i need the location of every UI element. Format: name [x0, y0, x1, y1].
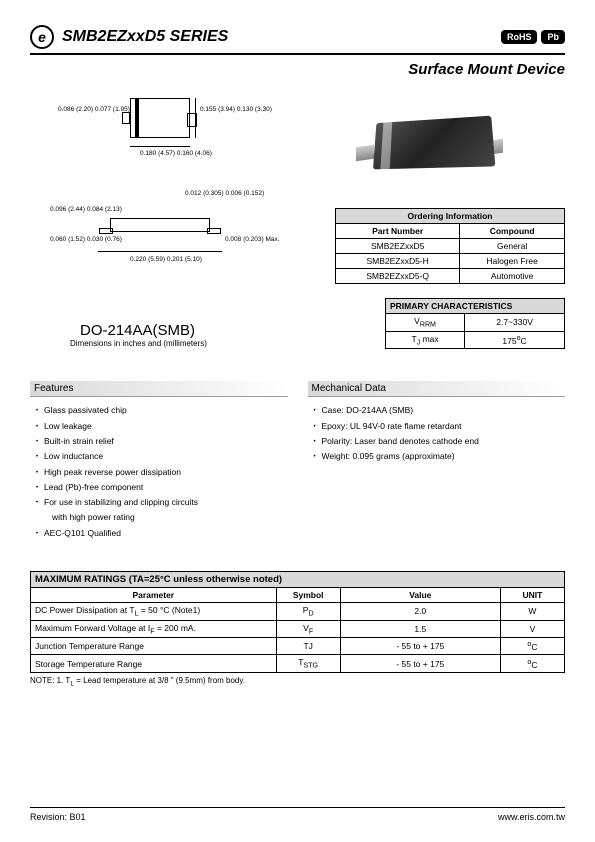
features-list: Glass passivated chip Low leakage Built-…: [30, 403, 288, 541]
table-cell: VF: [276, 620, 340, 638]
table-cell: W: [500, 603, 564, 621]
table-cell: Storage Temperature Range: [31, 655, 277, 673]
table-cell: 2.0: [340, 603, 500, 621]
revision-text: Revision: B01: [30, 812, 86, 822]
table-cell: V: [500, 620, 564, 638]
list-item: For use in stabilizing and clipping circ…: [36, 495, 288, 510]
dim-c: 0.180 (4.57) 0.160 (4.06): [140, 150, 212, 157]
table-cell: TSTG: [276, 655, 340, 673]
dim-g: 0.008 (0.203) Max.: [225, 236, 280, 243]
dim-f: 0.060 (1.52) 0.030 (0.76): [50, 236, 122, 243]
table-cell: General: [460, 239, 565, 254]
list-item: with high power rating: [36, 510, 288, 525]
table-row: Junction Temperature Range TJ - 55 to + …: [31, 638, 565, 655]
list-item: AEC-Q101 Qualified: [36, 526, 288, 541]
list-item: Epoxy: UL 94V-0 rate flame retardant: [314, 419, 566, 434]
ordering-table: Ordering Information Part Number Compoun…: [335, 208, 565, 284]
pb-badge: Pb: [541, 30, 565, 44]
dim-b: 0.155 (3.94) 0.130 (3.30): [200, 106, 272, 113]
page-title: SMB2EZxxD5 SERIES: [62, 28, 501, 46]
list-item: Glass passivated chip: [36, 403, 288, 418]
primary-r2-val: 175oC: [465, 331, 565, 349]
max-ratings-section: MAXIMUM RATINGS (TA=25°C unless otherwis…: [30, 571, 565, 687]
col-value: Value: [340, 588, 500, 603]
footer-url: www.eris.com.tw: [498, 812, 565, 822]
mechanical-header: Mechanical Data: [308, 381, 566, 397]
table-row: Maximum Forward Voltage at IF = 200 mA. …: [31, 620, 565, 638]
table-cell: oC: [500, 655, 564, 673]
subtitle: Surface Mount Device: [30, 61, 565, 78]
list-item: Weight: 0.095 grams (approximate): [314, 449, 566, 464]
max-ratings-note: NOTE: 1. TL = Lead temperature at 3/8 " …: [30, 676, 565, 688]
table-cell: SMB2EZxxD5-Q: [336, 269, 460, 284]
list-item: Polarity: Laser band denotes cathode end: [314, 434, 566, 449]
dimension-note: Dimensions in inches and (millimeters): [70, 339, 298, 348]
device-3d-render: [351, 98, 511, 188]
page-footer: Revision: B01 www.eris.com.tw: [30, 807, 565, 822]
dim-h: 0.220 (5.59) 0.201 (5.10): [130, 256, 202, 263]
table-cell: - 55 to + 175: [340, 638, 500, 655]
table-cell: TJ: [276, 638, 340, 655]
list-item: High peak reverse power dissipation: [36, 465, 288, 480]
list-item: Case: DO-214AA (SMB): [314, 403, 566, 418]
table-cell: - 55 to + 175: [340, 655, 500, 673]
table-cell: oC: [500, 638, 564, 655]
dim-e: 0.096 (2.44) 0.084 (2.13): [50, 206, 122, 213]
dim-a: 0.086 (2.20) 0.077 (1.95): [58, 106, 130, 113]
ordering-col-1: Compound: [460, 224, 565, 239]
primary-characteristics-table: PRIMARY CHARACTERISTICS VRRM 2.7~330V TJ…: [385, 298, 565, 349]
list-item: Built-in strain relief: [36, 434, 288, 449]
col-symbol: Symbol: [276, 588, 340, 603]
table-cell: Automotive: [460, 269, 565, 284]
table-cell: SMB2EZxxD5-H: [336, 254, 460, 269]
primary-r2-label: TJ max: [386, 331, 465, 349]
list-item: Lead (Pb)-free component: [36, 480, 288, 495]
max-ratings-header: MAXIMUM RATINGS (TA=25°C unless otherwis…: [30, 571, 565, 587]
table-cell: 1.5: [340, 620, 500, 638]
list-item: Low leakage: [36, 419, 288, 434]
compliance-badges: RoHS Pb: [501, 30, 565, 44]
list-item: Low inductance: [36, 449, 288, 464]
table-cell: DC Power Dissipation at TL = 50 °C (Note…: [31, 603, 277, 621]
primary-header: PRIMARY CHARACTERISTICS: [386, 299, 565, 314]
primary-r1-label: VRRM: [386, 314, 465, 332]
table-row: DC Power Dissipation at TL = 50 °C (Note…: [31, 603, 565, 621]
ordering-header: Ordering Information: [336, 209, 565, 224]
table-cell: Maximum Forward Voltage at IF = 200 mA.: [31, 620, 277, 638]
max-ratings-table: Parameter Symbol Value UNIT DC Power Dis…: [30, 587, 565, 673]
col-unit: UNIT: [500, 588, 564, 603]
table-cell: Junction Temperature Range: [31, 638, 277, 655]
mechanical-list: Case: DO-214AA (SMB) Epoxy: UL 94V-0 rat…: [308, 403, 566, 464]
brand-logo: e: [30, 25, 54, 49]
table-cell: Halogen Free: [460, 254, 565, 269]
table-cell: PD: [276, 603, 340, 621]
col-parameter: Parameter: [31, 588, 277, 603]
dim-d: 0.012 (0.305) 0.006 (0.152): [185, 190, 264, 197]
table-row: Storage Temperature Range TSTG - 55 to +…: [31, 655, 565, 673]
ordering-col-0: Part Number: [336, 224, 460, 239]
rohs-badge: RoHS: [501, 30, 538, 44]
package-name: DO-214AA(SMB): [80, 322, 298, 339]
table-cell: SMB2EZxxD5: [336, 239, 460, 254]
features-header: Features: [30, 381, 288, 397]
header-bar: e SMB2EZxxD5 SERIES RoHS Pb: [30, 25, 565, 55]
primary-r1-val: 2.7~330V: [465, 314, 565, 332]
package-drawing: 0.086 (2.20) 0.077 (1.95) 0.155 (3.94) 0…: [30, 88, 298, 318]
